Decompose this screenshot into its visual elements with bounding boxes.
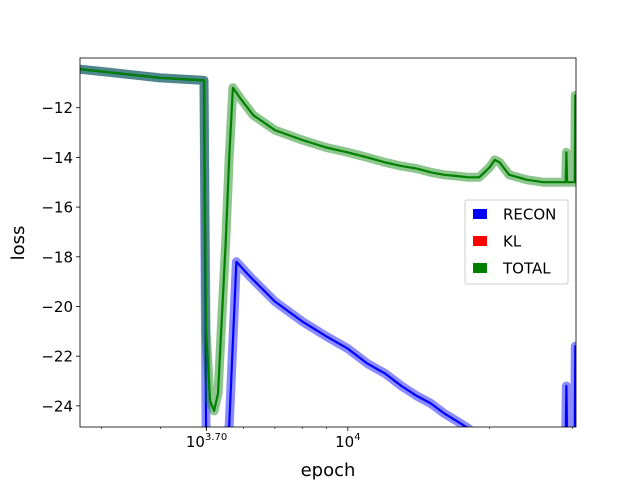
legend-frame (464, 199, 569, 285)
y-axis-label: loss (8, 226, 29, 261)
legend-swatch-recon (473, 209, 487, 219)
legend-label-total: TOTAL (502, 260, 551, 278)
y-tick-label: −16 (41, 199, 73, 217)
series-line-total (80, 68, 576, 412)
plot-frame (79, 57, 577, 428)
series-line-recon (80, 68, 576, 427)
y-tick-label: −24 (41, 397, 73, 415)
x-axis-label: epoch (301, 460, 356, 480)
x-tick-label: 104 (335, 432, 360, 451)
legend-label-recon: RECON (503, 206, 556, 224)
x-tick-label: 103.70 (186, 432, 227, 451)
legend-swatch-kl (473, 236, 487, 246)
legend: RECON KL TOTAL (464, 199, 569, 285)
series-layer (80, 64, 576, 427)
legend-swatch-total (473, 263, 487, 273)
y-tick-label: −14 (41, 149, 73, 167)
legend-label-kl: KL (503, 233, 522, 251)
y-tick-label: −20 (41, 298, 73, 316)
y-tick-label: −22 (41, 348, 73, 366)
y-axis: −12 −14 −16 −18 −20 −22 −24 (41, 99, 80, 415)
y-tick-label: −18 (41, 248, 73, 266)
x-axis: 103.70 104 (101, 427, 573, 451)
y-tick-label: −12 (41, 99, 73, 117)
